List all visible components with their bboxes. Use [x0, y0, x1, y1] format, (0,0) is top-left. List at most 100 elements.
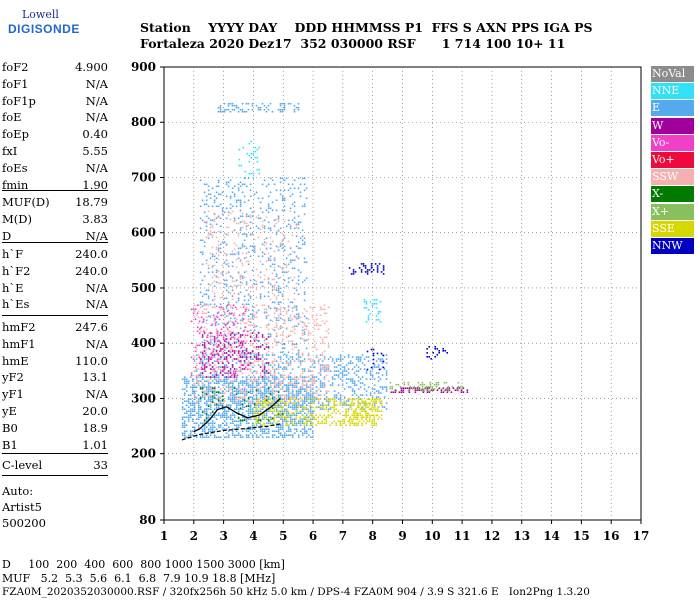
echo-point-ssw — [281, 268, 284, 271]
echo-point-ssw — [213, 306, 216, 309]
echo-point-ssw — [279, 310, 282, 313]
echo-point-e — [321, 384, 324, 386]
echo-point-ssw — [239, 366, 242, 369]
echo-point-sse — [351, 422, 353, 425]
echo-point-ssw — [255, 378, 258, 381]
echo-point-e — [297, 420, 300, 422]
echo-point-nnw — [376, 352, 379, 355]
echo-point-sse — [285, 408, 287, 411]
echo-point-e — [277, 436, 280, 438]
echo-point-e — [193, 432, 196, 434]
echo-point-e — [321, 404, 324, 406]
echo-point-sse — [327, 398, 329, 401]
echo-point-e — [249, 295, 252, 298]
echo-point-e — [251, 390, 254, 392]
echo-point-e — [255, 311, 258, 314]
echo-point-e — [295, 305, 298, 308]
echo-point-e — [265, 432, 268, 434]
echo-point-sse — [376, 414, 379, 417]
echo-point-e — [305, 394, 308, 396]
echo-point-e — [285, 420, 288, 422]
echo-point-w — [221, 366, 224, 368]
echo-point-e — [293, 211, 296, 214]
echo-point-e — [275, 378, 278, 380]
echo-point-ssw — [195, 364, 198, 367]
echo-point-e — [249, 404, 252, 406]
echo-point-vo- — [218, 340, 221, 343]
echo-point-ssw — [245, 354, 248, 357]
echo-point-e — [295, 325, 298, 328]
echo-point-ssw — [303, 394, 306, 397]
echo-point-e — [199, 301, 202, 304]
echo-point-sse — [303, 406, 305, 409]
echo-point-e — [203, 402, 206, 404]
echo-point-e — [207, 382, 210, 384]
echo-point-ssw — [219, 346, 222, 349]
echo-point-sse — [295, 398, 297, 401]
echo-point-e — [293, 315, 296, 318]
echo-point-sse — [371, 398, 373, 401]
echo-point-e — [361, 406, 364, 408]
echo-point-e — [207, 400, 210, 402]
echo-point-e — [259, 106, 262, 109]
echo-point-ssw — [313, 320, 316, 323]
param-name: foE — [2, 110, 22, 125]
echo-point-e — [235, 279, 238, 282]
echo-point-e — [275, 273, 278, 276]
echo-point-e — [363, 408, 366, 410]
echo-point-sse — [281, 416, 283, 419]
echo-point-e — [221, 412, 224, 414]
echo-point-ssw — [269, 384, 272, 387]
echo-point-e — [243, 390, 246, 392]
echo-point-ssw — [257, 356, 260, 359]
echo-point-e — [211, 428, 214, 430]
echo-point-e — [257, 382, 260, 384]
echo-point-ssw — [253, 364, 256, 367]
echo-point-w — [227, 350, 230, 352]
echo-point-sse — [283, 416, 285, 419]
echo-point-ssw — [287, 374, 290, 377]
echo-point-e — [211, 420, 214, 422]
echo-point-e — [353, 380, 356, 382]
echo-point-sse — [376, 408, 379, 411]
echo-point-e — [227, 372, 230, 374]
echo-point-ssw — [245, 222, 248, 225]
echo-point-vo- — [194, 308, 197, 311]
echo-point-w — [203, 368, 206, 370]
echo-point-sse — [345, 402, 347, 405]
echo-point-e — [373, 384, 376, 386]
echo-point-e — [311, 392, 314, 394]
echo-point-e — [351, 390, 354, 392]
echo-point-e — [271, 396, 274, 398]
echo-point-ssw — [285, 310, 288, 313]
echo-point-e — [199, 376, 202, 378]
echo-point-e — [385, 374, 388, 376]
echo-point-e — [197, 380, 200, 382]
echo-point-x- — [443, 389, 446, 392]
echo-point-vo- — [240, 352, 243, 355]
echo-point-ssw — [211, 236, 214, 239]
echo-point-ssw — [273, 360, 276, 363]
echo-point-x- — [265, 399, 268, 401]
param-value: 1.01 — [82, 437, 108, 452]
echo-point-nnw — [426, 348, 428, 350]
echo-point-e — [183, 432, 186, 434]
echo-point-w — [209, 376, 212, 378]
echo-point-e — [207, 185, 210, 188]
echo-point-ssw — [259, 276, 262, 279]
echo-point-x- — [211, 395, 214, 397]
echo-point-e — [245, 303, 248, 306]
echo-point-e — [221, 414, 224, 416]
echo-point-e — [253, 354, 256, 356]
echo-point-x- — [423, 383, 426, 386]
echo-point-e — [355, 358, 358, 360]
echo-point-e — [223, 412, 226, 414]
echo-point-x- — [429, 389, 432, 392]
echo-point-sse — [359, 408, 361, 411]
echo-point-e — [283, 263, 286, 266]
echo-point-e — [273, 263, 276, 266]
echo-point-ssw — [239, 322, 242, 325]
echo-point-sse — [285, 418, 287, 421]
echo-point-ssw — [235, 350, 238, 353]
echo-point-e — [341, 366, 344, 368]
